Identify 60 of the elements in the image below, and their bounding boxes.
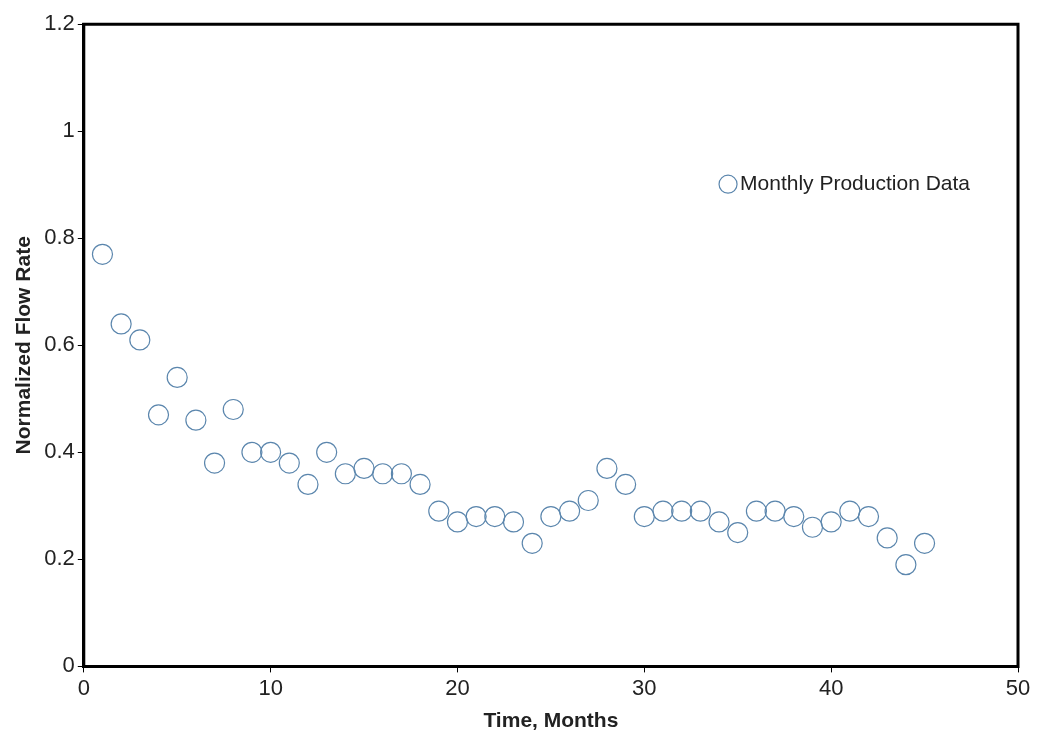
- point: [652, 500, 674, 522]
- legend-label: Monthly Production Data: [740, 171, 971, 194]
- point: [484, 505, 506, 528]
- point: [110, 313, 132, 335]
- y-tick-label: 1: [62, 117, 75, 143]
- point: [465, 505, 487, 528]
- point: [820, 511, 842, 533]
- point: [801, 516, 824, 538]
- point: [745, 500, 768, 522]
- point: [633, 505, 655, 528]
- point: [764, 500, 786, 522]
- point: [521, 532, 543, 554]
- y-axis-title: Normalized Flow Rate: [11, 236, 35, 455]
- y-tick-label: 0.4: [44, 438, 75, 464]
- point: [203, 452, 226, 474]
- y-tick-label: 0.2: [44, 545, 75, 571]
- y-tick-label: 1.2: [44, 10, 75, 36]
- x-tick-label: 10: [258, 674, 283, 700]
- point: [129, 329, 151, 351]
- point: [372, 463, 394, 485]
- point: [783, 505, 805, 528]
- point: [260, 441, 282, 463]
- point: [615, 473, 637, 496]
- point: [727, 522, 749, 544]
- point: [540, 505, 562, 528]
- point: [895, 554, 917, 576]
- point: [428, 500, 450, 522]
- point: [334, 463, 356, 485]
- point: [316, 441, 338, 463]
- point: [297, 473, 319, 496]
- point: [876, 527, 898, 549]
- point: [353, 457, 375, 479]
- x-axis-title: Time, Months: [483, 708, 619, 732]
- point: [577, 489, 599, 512]
- x-tick-label: 50: [1005, 674, 1031, 700]
- point: [166, 366, 188, 389]
- point: [446, 511, 469, 533]
- x-tick-label: 30: [632, 674, 657, 700]
- point: [91, 243, 114, 265]
- point: [185, 409, 207, 431]
- point: [558, 500, 581, 522]
- point: [278, 452, 300, 474]
- y-tick-label: 0.6: [44, 331, 75, 357]
- point: [147, 404, 170, 426]
- x-tick-label: 40: [818, 674, 844, 700]
- point: [241, 441, 263, 463]
- point: [596, 457, 618, 479]
- point: [390, 463, 413, 485]
- y-tick-label: 0.8: [44, 224, 75, 250]
- x-tick-label: 20: [445, 674, 470, 700]
- point: [708, 511, 730, 533]
- y-tick-label: 0: [62, 652, 75, 678]
- point: [502, 511, 525, 533]
- point: [689, 500, 711, 522]
- point: [409, 473, 431, 496]
- point: [839, 500, 861, 522]
- point: [671, 500, 693, 522]
- point: [222, 398, 244, 421]
- point: [857, 505, 880, 528]
- point: [913, 532, 936, 554]
